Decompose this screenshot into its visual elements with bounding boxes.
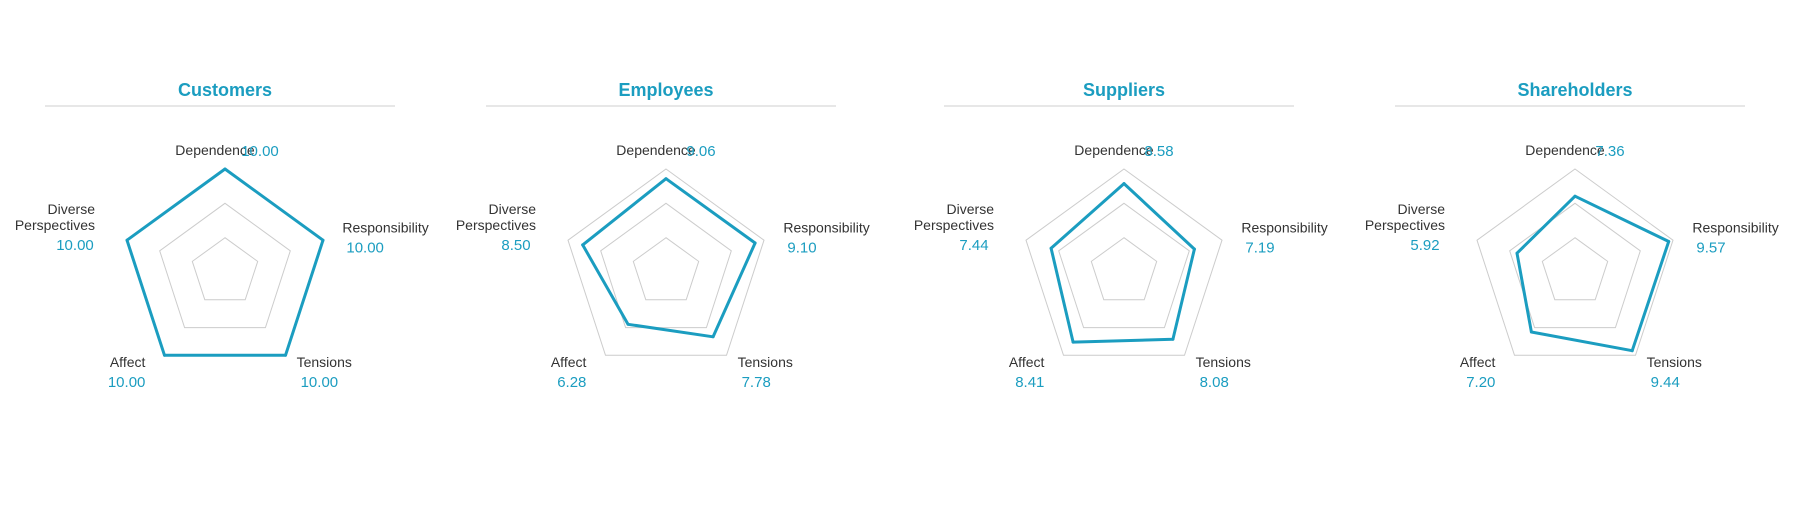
grid-ring xyxy=(159,202,291,329)
value-label: 10.00 xyxy=(241,143,279,160)
data-point xyxy=(664,177,668,181)
radar-panel-suppliers: Suppliers Dependence 8.58 Responsibility 7.1… xyxy=(899,0,1349,515)
radar-panel-employees: Employees Dependence 9.06 Responsibility 9.1… xyxy=(441,0,891,515)
value-label: 7.19 xyxy=(1245,239,1274,256)
axis-label-affect: Affect xyxy=(551,354,587,370)
grid-ring xyxy=(600,202,732,329)
value-label: 10.00 xyxy=(56,237,94,254)
data-point xyxy=(1529,330,1533,334)
axis-label-diverse-perspectives: Diverse Perspectives xyxy=(914,201,994,233)
value-label: 8.50 xyxy=(501,237,530,254)
axis-label-tensions: Tensions xyxy=(297,354,352,370)
axis-label-dependence: Dependence xyxy=(616,142,696,158)
axis-label-responsibility: Responsibility xyxy=(1692,219,1778,235)
data-point xyxy=(711,335,715,339)
data-point xyxy=(125,238,129,242)
value-label: 8.58 xyxy=(1144,143,1173,160)
grid-ring xyxy=(632,237,700,301)
axis-label-affect: Affect xyxy=(1009,354,1045,370)
axis-label-tensions: Tensions xyxy=(738,354,793,370)
value-label: 9.44 xyxy=(1651,374,1680,391)
data-point xyxy=(1192,247,1196,251)
value-label: 9.06 xyxy=(686,143,715,160)
grid-ring xyxy=(1058,202,1190,329)
axis-label-tensions: Tensions xyxy=(1647,354,1702,370)
data-point xyxy=(1049,246,1053,250)
axis-label-dependence: Dependence xyxy=(1074,142,1154,158)
grid-ring xyxy=(567,168,765,356)
value-label: 9.57 xyxy=(1696,239,1725,256)
axis-label-diverse-perspectives: Diverse Perspectives xyxy=(1365,201,1445,233)
series-polygon xyxy=(125,167,325,357)
data-point xyxy=(626,322,630,326)
data-point xyxy=(1171,337,1175,341)
radar-plot: Dependence10.00Responsibility10.00Tensio… xyxy=(15,105,429,391)
data-point xyxy=(1515,251,1519,255)
series-polygon xyxy=(1515,194,1671,353)
grid-ring xyxy=(1509,202,1641,329)
panel-title: Employees xyxy=(618,80,714,100)
value-label: 7.36 xyxy=(1595,143,1624,160)
value-label: 9.10 xyxy=(787,239,816,256)
data-point xyxy=(753,241,757,245)
data-point xyxy=(321,238,325,242)
axis-label-diverse-perspectives: Diverse Perspectives xyxy=(456,201,536,233)
value-label: 10.00 xyxy=(346,239,384,256)
data-point xyxy=(163,353,166,357)
value-label: 10.00 xyxy=(108,374,146,391)
axis-label-dependence: Dependence xyxy=(175,142,255,158)
data-point xyxy=(581,243,585,247)
panel-title: Shareholders xyxy=(1517,80,1633,100)
value-label: 8.08 xyxy=(1200,374,1229,391)
radar-panel-shareholders: Shareholders Dependence 7.36 Responsibility… xyxy=(1350,0,1800,515)
radar-panel-customers: Customers Dependence 10.00 Responsibility 10… xyxy=(0,0,450,515)
grid-ring xyxy=(1541,237,1609,301)
data-point xyxy=(1071,340,1075,344)
grid-ring xyxy=(1476,168,1674,356)
value-label: 7.20 xyxy=(1466,374,1495,391)
value-label: 10.00 xyxy=(301,374,339,391)
data-point xyxy=(1573,194,1577,198)
data-point xyxy=(223,167,227,171)
grid-ring xyxy=(191,237,259,301)
axis-label-diverse-perspectives: Diverse Perspectives xyxy=(15,201,95,233)
panel-title: Customers xyxy=(177,80,273,100)
value-label: 8.41 xyxy=(1015,374,1044,391)
value-label: 7.44 xyxy=(959,237,988,254)
data-point xyxy=(1630,349,1634,353)
data-point xyxy=(1667,240,1671,243)
axis-label-responsibility: Responsibility xyxy=(1241,219,1327,235)
data-point xyxy=(284,353,287,357)
axis-label-affect: Affect xyxy=(1460,354,1496,370)
axis-label-tensions: Tensions xyxy=(1196,354,1251,370)
value-label: 6.28 xyxy=(557,374,586,391)
series-polygon xyxy=(1049,182,1196,344)
axis-label-responsibility: Responsibility xyxy=(342,219,428,235)
data-point xyxy=(1122,182,1126,186)
series-polygon xyxy=(581,177,757,339)
value-label: 7.78 xyxy=(742,374,771,391)
axis-label-responsibility: Responsibility xyxy=(783,219,869,235)
grid-ring xyxy=(1090,237,1158,301)
panel-title: Suppliers xyxy=(1082,80,1166,100)
grid-ring xyxy=(1025,168,1223,356)
value-label: 5.92 xyxy=(1410,237,1439,254)
axis-label-affect: Affect xyxy=(110,354,146,370)
axis-label-dependence: Dependence xyxy=(1525,142,1605,158)
